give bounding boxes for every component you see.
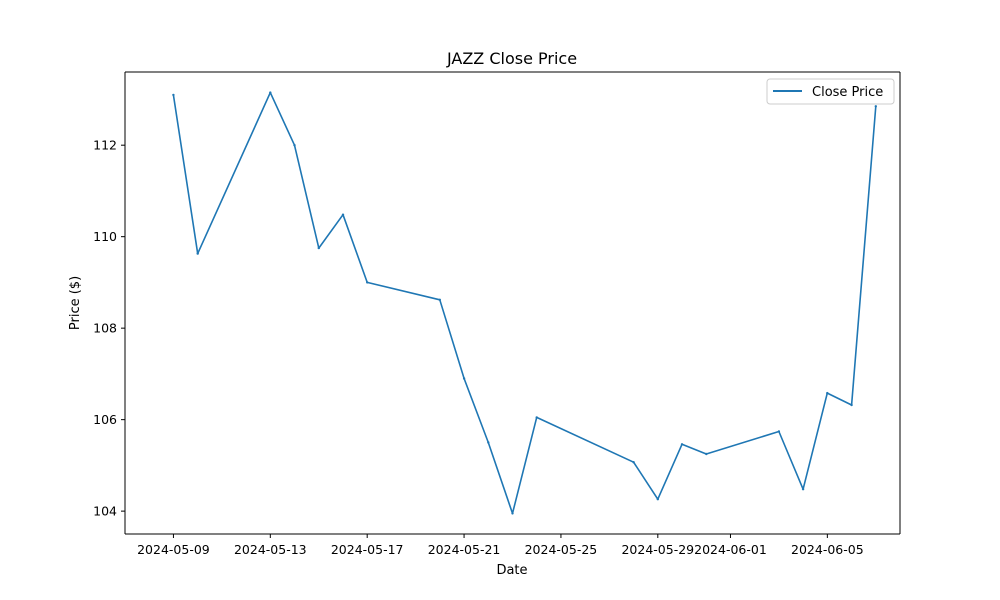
y-axis-ticks: 104 106 108 110 112 [93,138,125,519]
x-tick-label: 2024-05-13 [234,542,307,557]
y-tick-label: 108 [93,321,117,336]
data-point [777,430,781,433]
data-point [341,213,345,216]
data-point [850,403,853,407]
y-axis-label: Price ($) [68,276,83,330]
data-point [366,281,369,284]
x-tick-label: 2024-06-01 [694,542,767,557]
data-point [656,498,659,501]
y-tick-label: 110 [93,229,117,244]
data-point [317,246,320,250]
x-tick-label: 2024-05-21 [428,542,501,557]
x-tick-label: 2024-05-09 [137,542,210,557]
data-point [511,512,514,515]
x-tick-label: 2024-05-17 [331,542,404,557]
x-tick-label: 2024-05-25 [525,542,598,557]
x-axis-ticks: 2024-05-09 2024-05-13 2024-05-17 2024-05-21… [137,534,864,557]
y-tick-label: 104 [93,504,117,519]
data-point [196,252,199,255]
data-point [705,452,708,456]
plot-area [125,72,900,534]
data-point [632,461,635,464]
x-tick-label: 2024-05-29 [621,542,694,557]
data-point [680,443,684,446]
y-tick-label: 106 [93,412,117,427]
data-point [269,91,272,94]
data-point [462,377,466,380]
chart-title: JAZZ Close Price [446,49,577,68]
x-tick-label: 2024-06-05 [791,542,864,557]
legend-frame [766,78,895,105]
series-layer [172,91,877,515]
data-point [874,105,877,108]
data-point [293,144,296,147]
data-point [801,488,805,491]
data-point [535,416,538,419]
y-tick-label: 112 [93,138,117,153]
data-point [487,441,490,444]
data-point [826,391,829,395]
x-axis-label: Date [496,563,527,578]
data-point [438,298,441,301]
data-point [172,93,175,97]
legend-label-close-price: Close Price [812,85,883,100]
legend: Close Price [766,78,895,105]
